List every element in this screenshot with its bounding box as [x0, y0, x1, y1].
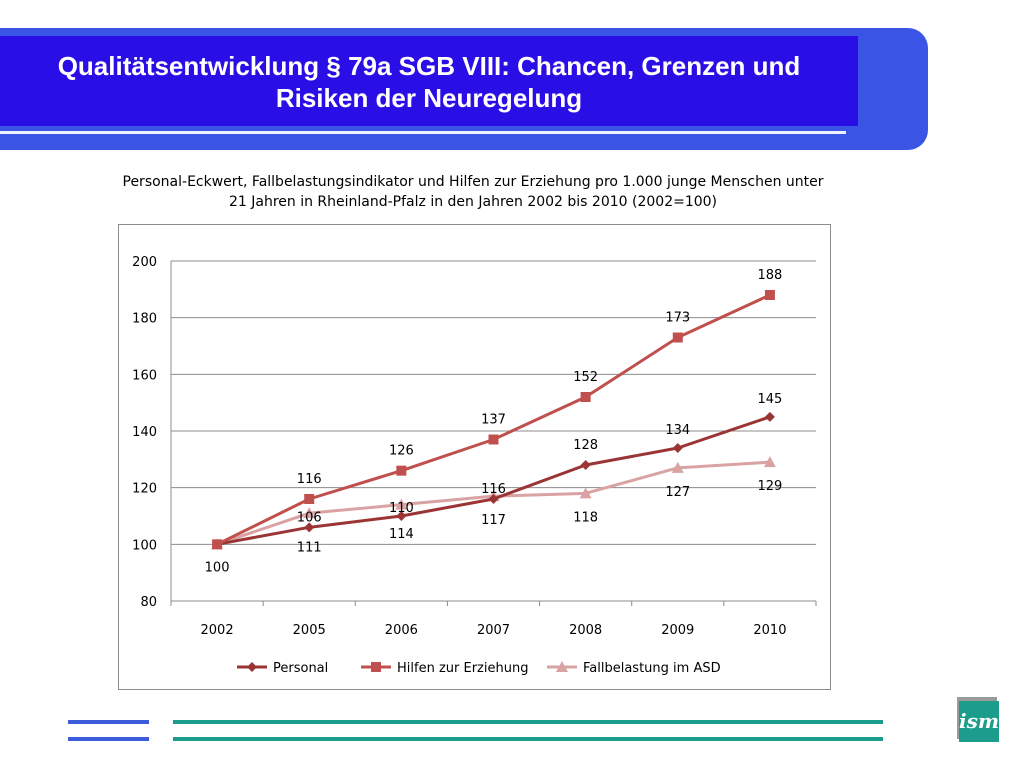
- data-point: [304, 494, 315, 504]
- data-point: [763, 456, 776, 468]
- line-chart: 80 100 120 140 160 180 200 2002 2005 2006 2007 2008…: [132, 255, 817, 676]
- data-point: [303, 507, 316, 519]
- data-point: [671, 461, 684, 473]
- data-point: [672, 443, 683, 453]
- data-label: 128: [573, 438, 598, 453]
- y-tick-label: 160: [132, 368, 157, 383]
- x-tick-label: 2008: [569, 623, 602, 638]
- data-point: [488, 434, 499, 445]
- x-tick-label: 2007: [477, 623, 510, 638]
- x-tick-label: 2005: [293, 623, 326, 638]
- data-label: 127: [665, 485, 690, 500]
- legend-label: Hilfen zur Erziehung: [397, 661, 528, 676]
- x-tick-label: 2010: [753, 623, 786, 638]
- data-point: [579, 487, 592, 499]
- x-tick-label: 2006: [385, 623, 418, 638]
- data-point: [672, 332, 683, 343]
- data-point: [396, 511, 407, 521]
- data-label: 173: [665, 311, 690, 326]
- data-label: 134: [665, 423, 690, 438]
- y-tick-label: 120: [132, 482, 157, 497]
- y-tick-label: 100: [132, 538, 157, 553]
- x-tick-label: 2009: [661, 623, 694, 638]
- legend-marker: [556, 661, 568, 672]
- footer-line-blue-2: [68, 737, 149, 741]
- data-label: 152: [573, 370, 598, 385]
- data-point: [580, 392, 591, 402]
- ism-logo: ism: [957, 697, 1000, 742]
- data-point: [396, 465, 407, 476]
- data-point: [212, 539, 223, 550]
- x-tick-label: 2002: [201, 623, 234, 638]
- data-label: 100: [205, 560, 230, 575]
- y-tick-label: 180: [132, 312, 157, 327]
- legend-label: Personal: [273, 661, 328, 676]
- data-label: 118: [573, 510, 598, 525]
- legend-marker: [371, 662, 381, 672]
- legend-label: Fallbelastung im ASD: [583, 661, 721, 676]
- data-label: 110: [389, 501, 414, 516]
- y-tick-label: 80: [140, 595, 157, 610]
- data-label: 145: [758, 392, 783, 407]
- title-box: [0, 36, 858, 126]
- data-label: 137: [481, 413, 506, 428]
- data-point: [304, 522, 315, 533]
- footer-line-teal-2: [173, 737, 883, 741]
- data-point: [764, 290, 775, 300]
- data-label: 188: [758, 268, 783, 283]
- data-label: 117: [481, 513, 506, 528]
- data-label: 116: [297, 472, 322, 487]
- chart-frame: 80 100 120 140 160 180 200 2002 2005 2006 2007 2008…: [118, 224, 831, 690]
- data-label: 111: [297, 540, 322, 555]
- footer-line-teal-1: [173, 720, 883, 724]
- data-label: 126: [389, 444, 414, 459]
- y-tick-label: 200: [132, 255, 157, 270]
- logo-text: ism: [959, 701, 999, 742]
- chart-title: Personal-Eckwert, Fallbelastungsindikato…: [122, 174, 824, 210]
- data-label: 106: [297, 510, 322, 525]
- footer-line-blue-1: [68, 720, 149, 724]
- data-label: 116: [481, 482, 506, 497]
- title-underline: [0, 131, 846, 134]
- y-tick-label: 140: [132, 425, 157, 440]
- data-label: 114: [389, 527, 414, 542]
- data-point: [488, 494, 499, 504]
- legend-marker: [247, 662, 257, 672]
- slide-title: Qualitätsentwicklung § 79a SGB VIII: Cha…: [57, 51, 801, 113]
- data-point: [580, 460, 591, 470]
- data-label: 129: [758, 479, 783, 494]
- data-point: [764, 411, 775, 422]
- data-point: [395, 498, 408, 510]
